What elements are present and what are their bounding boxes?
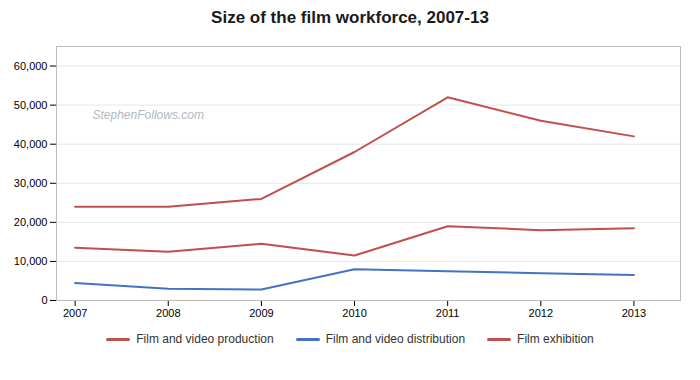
svg-text:0: 0: [41, 294, 47, 306]
svg-text:2007: 2007: [63, 307, 87, 319]
svg-text:40,000: 40,000: [14, 138, 48, 150]
svg-text:50,000: 50,000: [14, 99, 48, 111]
svg-text:2008: 2008: [156, 307, 180, 319]
svg-text:60,000: 60,000: [14, 60, 48, 72]
svg-text:20,000: 20,000: [14, 216, 48, 228]
svg-text:2010: 2010: [342, 307, 366, 319]
svg-text:2011: 2011: [436, 307, 460, 319]
svg-text:2009: 2009: [249, 307, 273, 319]
svg-text:2012: 2012: [529, 307, 553, 319]
html-text:Film and video distribution: Film and video distribution: [325, 332, 466, 346]
svg-text:StephenFollows.com: StephenFollows.com: [93, 108, 204, 122]
svg-text:30,000: 30,000: [14, 177, 48, 189]
svg-text:10,000: 10,000: [14, 255, 48, 267]
html-text:Film exhibition: Film exhibition: [517, 332, 594, 346]
html-text:Film and video production: Film and video production: [136, 332, 274, 346]
html-text:Size of the film workforce, 20: Size of the film workforce, 2007-13: [211, 8, 489, 27]
svg-text:2013: 2013: [622, 307, 646, 319]
